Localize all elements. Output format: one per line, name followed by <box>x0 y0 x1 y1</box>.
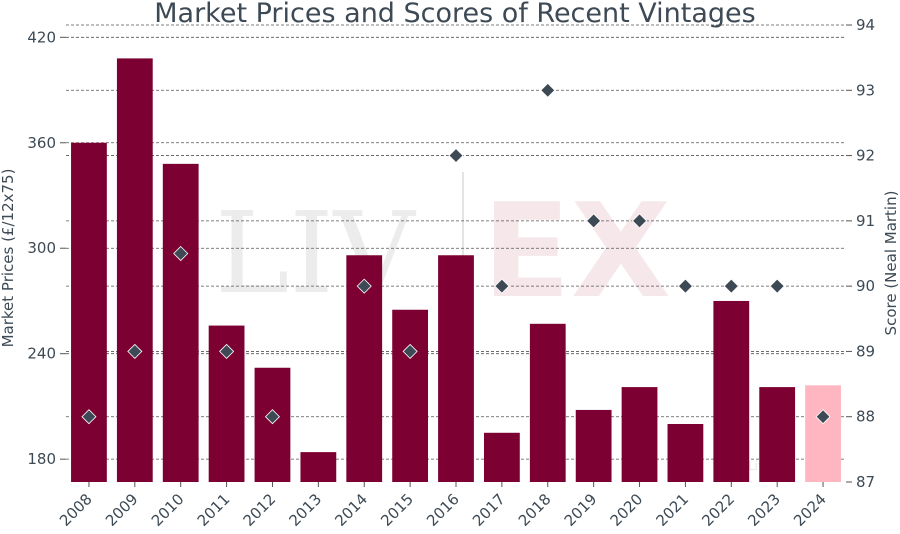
score-marker-2021 <box>677 278 693 294</box>
watermark: LIV EX Liv-ex <box>215 172 783 473</box>
score-marker-2012 <box>264 409 281 425</box>
score-marker-2020 <box>631 213 648 229</box>
score-markers <box>81 82 831 425</box>
price-bar-2022 <box>713 300 750 482</box>
right-tick-label-88: 88 <box>856 408 875 426</box>
score-marker-2008 <box>81 409 97 425</box>
right-axis: 87 88 89 90 91 92 93 94 <box>846 16 875 491</box>
x-tick-label-2010: 2010 <box>148 490 188 530</box>
x-tick-label-2019: 2019 <box>561 490 601 530</box>
right-tick-label-90: 90 <box>856 277 875 295</box>
right-axis-label: Score (Neal Martin) <box>882 191 900 336</box>
x-tick-label-2020: 2020 <box>607 490 647 530</box>
score-marker-2023 <box>769 278 785 294</box>
score-marker-2022 <box>723 278 739 294</box>
x-tick-label-2015: 2015 <box>377 490 417 530</box>
price-bar-2012 <box>254 367 291 482</box>
price-bar-2021 <box>667 423 704 482</box>
x-tick-label-2021: 2021 <box>653 490 693 530</box>
watermark-liv: LIV <box>215 189 417 319</box>
right-tick-label-93: 93 <box>856 81 875 99</box>
right-tick-label-94: 94 <box>856 16 875 34</box>
x-tick-label-2009: 2009 <box>102 490 142 530</box>
score-marker-2019 <box>586 213 602 229</box>
price-bar-2023 <box>759 387 796 482</box>
right-tick-label-87: 87 <box>856 473 875 491</box>
x-tick-label-2011: 2011 <box>194 490 234 530</box>
price-bars <box>71 58 841 483</box>
x-tick-label-2013: 2013 <box>285 490 325 530</box>
left-axis: 180 240 300 360 420 <box>27 28 66 468</box>
score-marker-2024 <box>815 409 831 425</box>
left-tick-label-300: 300 <box>27 239 56 257</box>
score-marker-2017 <box>494 278 510 294</box>
score-marker-2018 <box>540 82 556 98</box>
left-tick-label-240: 240 <box>27 345 56 363</box>
x-tick-label-2016: 2016 <box>423 490 463 530</box>
price-bar-2010 <box>162 163 199 482</box>
price-bar-2017 <box>483 432 520 482</box>
left-tick-label-420: 420 <box>27 28 56 46</box>
right-tick-label-91: 91 <box>856 212 875 230</box>
price-bar-2009 <box>116 58 153 483</box>
left-tick-label-180: 180 <box>27 450 56 468</box>
price-bar-2016 <box>438 255 474 482</box>
chart-title: Market Prices and Scores of Recent Vinta… <box>154 0 756 29</box>
x-tick-label-2024: 2024 <box>790 490 830 530</box>
x-tick-label-2012: 2012 <box>240 490 280 530</box>
score-marker-2011 <box>219 343 235 359</box>
left-tick-label-360: 360 <box>27 134 56 152</box>
price-bar-2015 <box>392 309 429 482</box>
watermark-ex: EX <box>482 175 671 327</box>
right-tick-label-92: 92 <box>856 147 875 165</box>
price-bar-2020 <box>621 387 658 482</box>
x-tick-label-2017: 2017 <box>469 490 509 530</box>
x-tick-label-2023: 2023 <box>744 490 784 530</box>
price-bar-2013 <box>300 452 337 482</box>
price-bar-2018 <box>529 323 566 482</box>
score-marker-2009 <box>127 343 143 359</box>
score-marker-2015 <box>402 343 418 359</box>
x-tick-label-2018: 2018 <box>515 490 555 530</box>
price-bar-2024 <box>805 385 841 482</box>
score-marker-2016 <box>448 148 464 164</box>
score-marker-2014 <box>356 278 372 294</box>
right-tick-label-89: 89 <box>856 342 875 360</box>
x-tick-label-2014: 2014 <box>331 490 371 530</box>
x-tick-label-2022: 2022 <box>698 490 738 530</box>
x-axis: 2008 2009 2010 2011 2012 2013 2014 2015 2016 2017… <box>56 482 830 530</box>
price-bar-2008 <box>71 142 107 482</box>
score-marker-2010 <box>173 245 189 262</box>
left-axis-label: Market Prices (£/12x75) <box>0 169 17 348</box>
price-bar-2019 <box>575 409 612 482</box>
x-tick-label-2008: 2008 <box>56 490 96 530</box>
